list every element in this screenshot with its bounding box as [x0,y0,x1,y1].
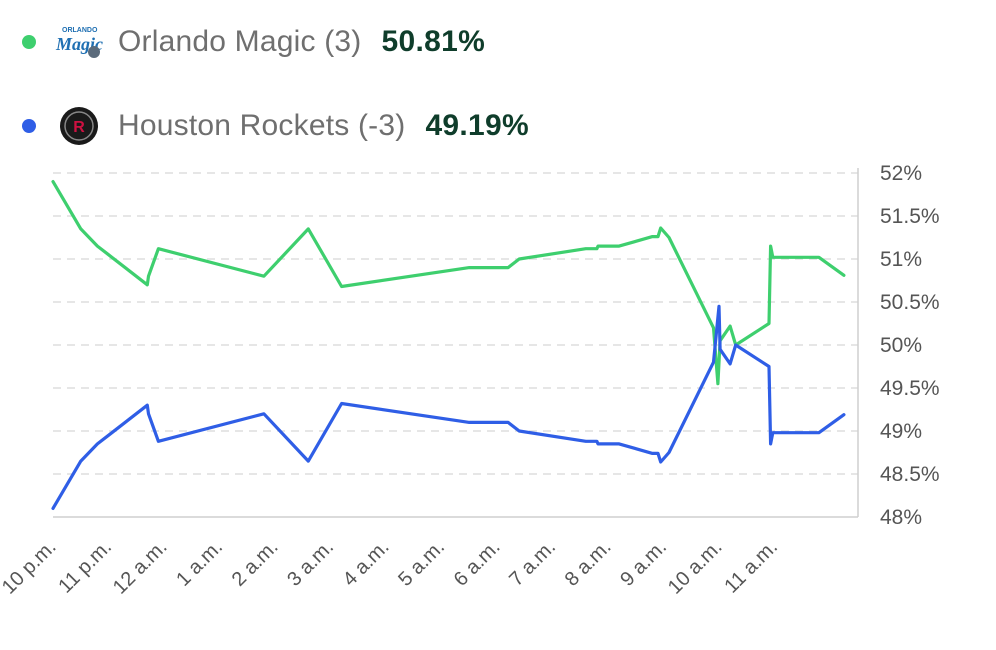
x-tick-label: 2 a.m. [228,536,283,591]
y-tick-label: 49% [880,420,922,443]
orlando-magic-logo-icon: ORLANDO Magic [54,22,104,62]
x-tick-label: 1 a.m. [172,536,227,591]
legend-item-orlando: ORLANDO Magic Orlando Magic (3) 50.81% [22,22,485,62]
y-tick-label: 49.5% [880,377,940,400]
houston-rockets-logo-icon: R [54,106,104,146]
chart-grid [53,168,859,518]
y-tick-label: 51.5% [880,205,940,228]
y-tick-label: 52% [880,162,922,185]
houston-series-line [51,304,846,510]
chart-series [51,180,846,510]
x-tick-label: 8 a.m. [561,536,616,591]
y-tick-label: 51% [880,248,922,271]
x-tick-label: 11 p.m. [54,536,116,598]
svg-text:ORLANDO: ORLANDO [62,27,98,34]
x-tick-label: 5 a.m. [394,536,449,591]
y-tick-label: 50% [880,334,922,357]
orlando-series-line [51,180,846,386]
orlando-team-label: Orlando Magic (3) [118,25,362,58]
x-tick-label: 10 p.m. [0,536,61,599]
x-tick-label: 9 a.m. [616,536,671,591]
svg-text:R: R [73,119,85,136]
houston-team-label: Houston Rockets (-3) [118,109,406,142]
y-tick-label: 48% [880,506,922,529]
x-tick-label: 4 a.m. [339,536,394,591]
houston-percent: 49.19% [425,109,529,142]
houston-series-dot [22,119,36,133]
y-axis: 52% 51.5% 51% 50.5% 50% 49.5% 49% 48.5% 48% [880,162,940,529]
orlando-series-dot [22,35,36,49]
y-tick-label: 50.5% [880,291,940,314]
x-tick-label: 12 a.m. [109,536,172,599]
legend-item-houston: R Houston Rockets (-3) 49.19% [22,106,529,146]
x-tick-label: 11 a.m. [720,536,782,598]
orlando-percent: 50.81% [381,25,486,58]
x-tick-label: 7 a.m. [505,536,560,591]
y-tick-label: 48.5% [880,463,940,486]
x-axis: 10 p.m.11 p.m.12 a.m. 1 a.m. 2 a.m. 3 a.m. 4… [0,536,782,599]
x-tick-label: 3 a.m. [283,536,338,591]
x-tick-label: 10 a.m. [664,536,727,599]
x-tick-label: 6 a.m. [450,536,505,591]
